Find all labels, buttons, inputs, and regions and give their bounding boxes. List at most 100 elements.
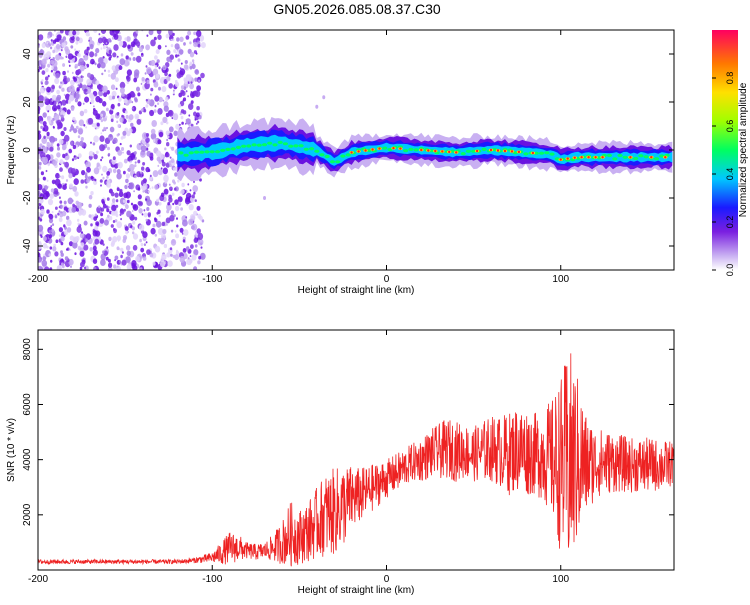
noise-blob [75,206,78,209]
noise-blob [107,214,110,218]
noise-blob [122,130,127,136]
noise-blob [112,95,116,100]
noise-blob [47,34,51,39]
noise-blob [51,65,54,70]
band-peak [629,156,632,159]
noise-blob [105,42,108,45]
noise-blob [66,77,71,83]
noise-blob [178,49,184,55]
noise-blob [52,246,57,252]
noise-blob [188,114,191,117]
noise-blob [111,90,117,97]
noise-blob [132,57,136,61]
noise-blob [112,220,116,223]
band-bright-blob [188,151,194,155]
noise-blob [52,65,58,72]
noise-blob [134,164,137,168]
noise-blob [49,193,54,200]
noise-blob [88,203,92,208]
noise-blob [171,192,175,196]
noise-blob [79,213,81,216]
noise-blob [128,59,131,63]
noise-blob [143,243,146,247]
noise-blob [145,218,148,222]
band-bright-blob [643,155,649,159]
noise-blob [92,109,98,116]
noise-blob [59,204,63,210]
noise-blob [171,146,175,151]
noise-blob [68,64,71,68]
noise-blob [62,184,67,190]
noise-blob [90,141,92,144]
noise-blob [54,251,59,257]
band-bright-blob [596,156,602,160]
noise-blob [152,223,156,228]
noise-blob [143,108,147,113]
noise-blob [189,41,192,45]
noise-blob [59,212,64,218]
noise-blob [72,241,78,249]
noise-blob [68,173,73,179]
noise-blob [168,109,174,117]
noise-blob [111,30,115,33]
noise-blob [166,209,170,214]
noise-blob [94,178,97,182]
noise-blob [155,220,162,228]
noise-blob [98,166,101,169]
noise-blob [72,203,75,208]
noise-blob [100,259,106,266]
noise-blob [45,80,49,85]
noise-blob [38,184,43,191]
noise-blob [60,252,64,257]
noise-blob [105,115,108,119]
noise-blob [45,104,52,112]
noise-blob [174,230,177,233]
snr-x-ticks: -200 -100 0 100 [28,330,570,585]
noise-blob [145,198,148,201]
noise-blob [142,162,146,166]
noise-blob [99,179,103,183]
noise-blob [177,196,183,203]
noise-blob [93,154,98,160]
noise-blob [162,116,168,124]
noise-blob [72,116,76,121]
noise-blob [108,236,112,242]
noise-blob [168,30,173,35]
noise-blob [83,54,89,61]
noise-blob [123,170,126,175]
noise-blob [70,265,72,268]
noise-blob [121,92,125,97]
noise-blob [72,185,78,192]
noise-blob [88,194,93,200]
band-bright-blob [654,157,660,161]
noise-blob [135,255,141,262]
noise-blob [153,36,157,41]
noise-blob [156,156,161,162]
noise-blob [137,92,141,97]
noise-blob [57,126,60,130]
noise-blob [188,204,194,211]
noise-blob [67,151,70,154]
noise-blob [170,210,175,215]
noise-blob [103,126,107,131]
noise-blob [85,233,92,240]
noise-blob [58,206,61,209]
noise-blob [62,144,67,151]
band-peak [364,149,367,152]
noise-blob [121,259,127,266]
noise-blob [123,192,128,199]
noise-blob [182,239,186,243]
noise-blob [141,52,144,56]
band-bright-blob [204,150,210,154]
noise-blob [119,87,125,94]
noise-blob [101,36,107,44]
band-bright-blob [298,144,304,148]
noise-blob [77,84,80,87]
band-bright-blob [408,147,414,151]
noise-blob [41,137,47,145]
band-bright-blob [659,154,665,158]
noise-blob [102,56,105,59]
noise-blob [179,68,186,76]
noise-blob [51,223,55,227]
noise-blob [126,150,131,156]
